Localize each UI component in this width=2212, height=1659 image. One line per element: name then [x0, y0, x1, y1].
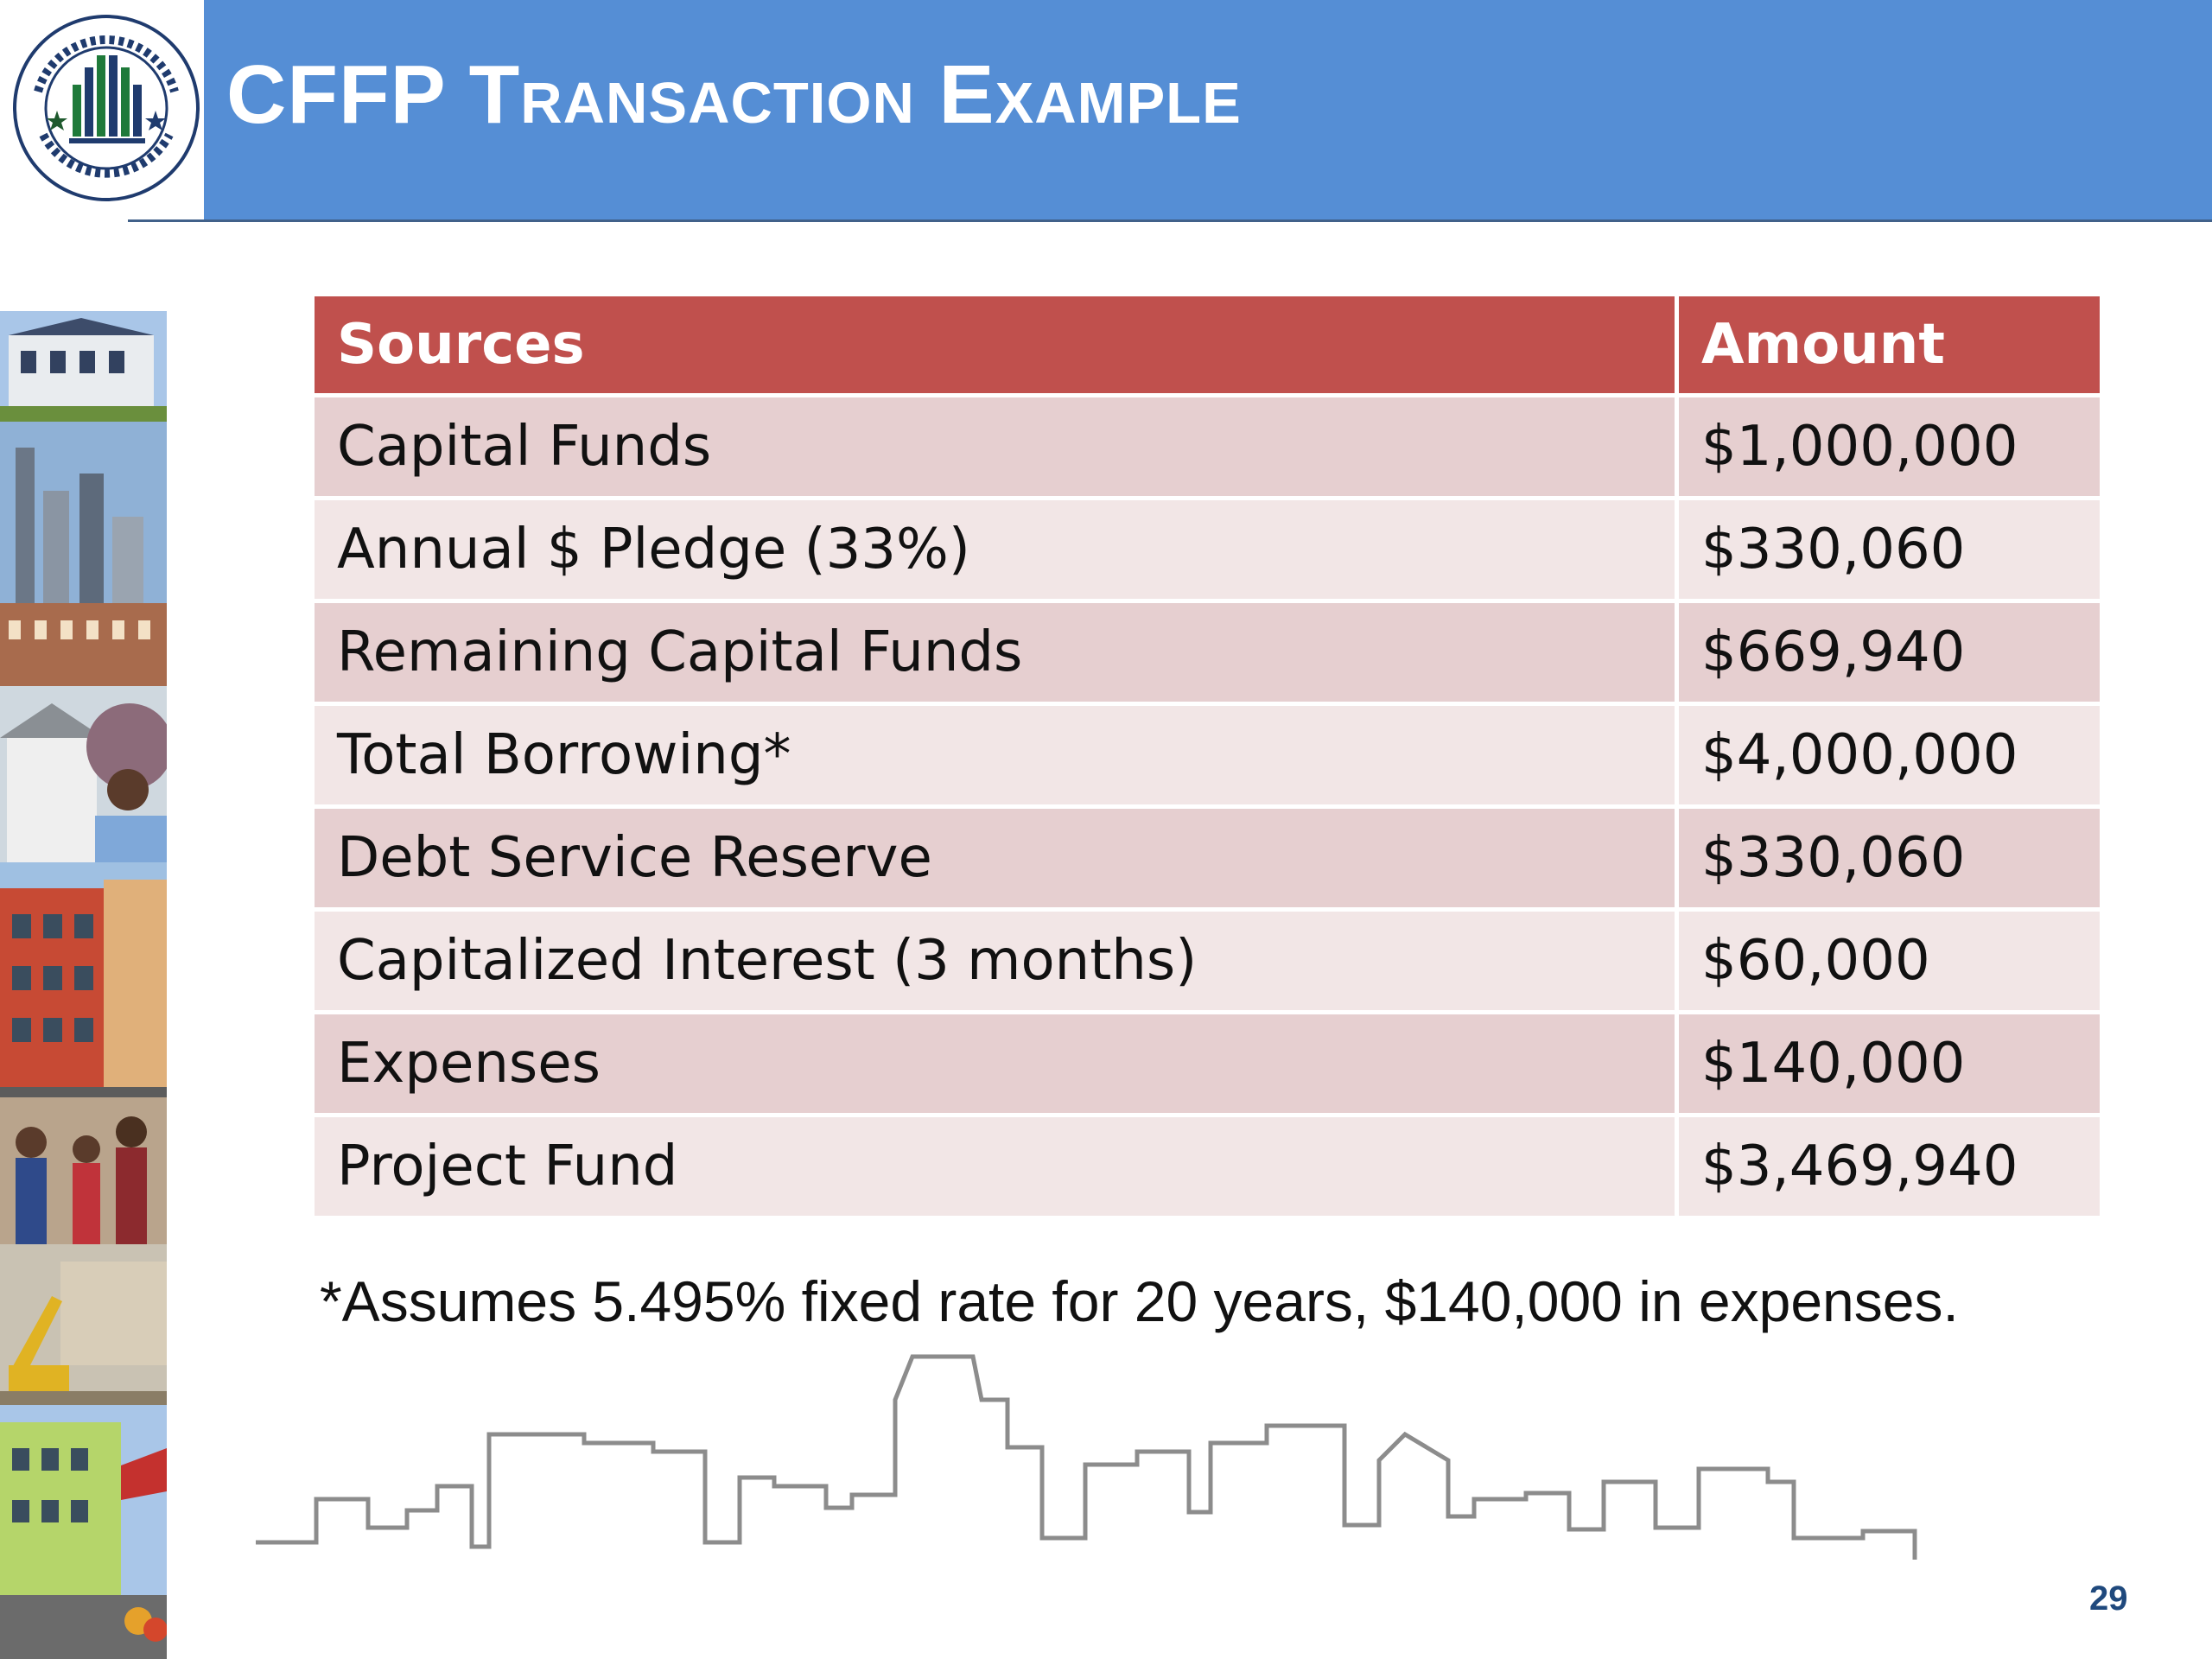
- header-divider: [128, 219, 2212, 222]
- table-row: Total Borrowing* $4,000,000: [315, 706, 2100, 809]
- logo-area: [0, 0, 204, 221]
- skyline-decoration: [256, 1354, 1917, 1560]
- amount-cell: $3,469,940: [1679, 1117, 2100, 1220]
- photo-storefront: [0, 1405, 167, 1659]
- photo-brick-apartments: [0, 862, 167, 1097]
- source-cell: Total Borrowing*: [315, 706, 1679, 809]
- table-row: Annual $ Pledge (33%) $330,060: [315, 500, 2100, 603]
- photo-city-skyline: [0, 422, 167, 686]
- amount-cell: $330,060: [1679, 500, 2100, 603]
- source-cell: Capitalized Interest (3 months): [315, 912, 1679, 1014]
- column-header-amount: Amount: [1679, 296, 2100, 397]
- photo-construction: [0, 1244, 167, 1405]
- amount-cell: $669,940: [1679, 603, 2100, 706]
- source-cell: Debt Service Reserve: [315, 809, 1679, 912]
- amount-cell: $330,060: [1679, 809, 2100, 912]
- header-bar: CFFP Transaction Example: [204, 0, 2212, 219]
- amount-cell: $140,000: [1679, 1014, 2100, 1117]
- photo-house-resident: [0, 686, 167, 862]
- table-row: Project Fund $3,469,940: [315, 1117, 2100, 1220]
- source-cell: Remaining Capital Funds: [315, 603, 1679, 706]
- photo-family: [0, 1097, 167, 1244]
- amount-cell: $4,000,000: [1679, 706, 2100, 809]
- table-row: Debt Service Reserve $330,060: [315, 809, 2100, 912]
- page-number: 29: [2089, 1580, 2128, 1618]
- sources-table-container: Sources Amount Capital Funds $1,000,000 …: [315, 296, 2100, 1220]
- footnote: *Assumes 5.495% fixed rate for 20 years,…: [320, 1269, 1959, 1333]
- hud-seal-logo: [13, 15, 200, 201]
- table-header-row: Sources Amount: [315, 296, 2100, 397]
- photo-townhouses: [0, 311, 167, 422]
- amount-cell: $1,000,000: [1679, 397, 2100, 500]
- source-cell: Annual $ Pledge (33%): [315, 500, 1679, 603]
- source-cell: Project Fund: [315, 1117, 1679, 1220]
- photo-strip: [0, 311, 167, 1659]
- sources-table: Sources Amount Capital Funds $1,000,000 …: [315, 296, 2100, 1220]
- slide-title: CFFP Transaction Example: [226, 48, 1242, 141]
- table-row: Capital Funds $1,000,000: [315, 397, 2100, 500]
- amount-cell: $60,000: [1679, 912, 2100, 1014]
- table-row: Remaining Capital Funds $669,940: [315, 603, 2100, 706]
- source-cell: Capital Funds: [315, 397, 1679, 500]
- column-header-sources: Sources: [315, 296, 1679, 397]
- source-cell: Expenses: [315, 1014, 1679, 1117]
- table-row: Expenses $140,000: [315, 1014, 2100, 1117]
- table-row: Capitalized Interest (3 months) $60,000: [315, 912, 2100, 1014]
